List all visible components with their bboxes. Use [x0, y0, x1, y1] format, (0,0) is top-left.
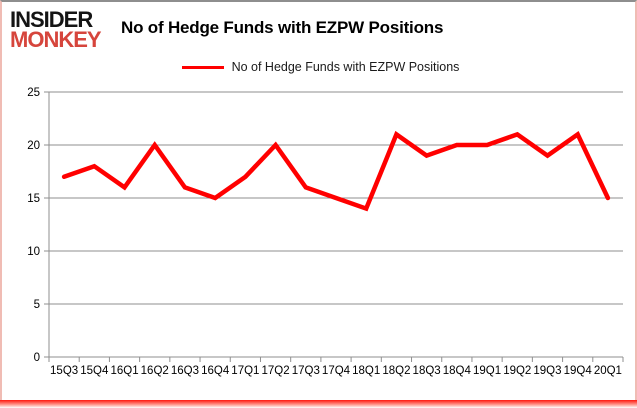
svg-text:5: 5 — [34, 299, 40, 311]
svg-text:25: 25 — [27, 87, 40, 99]
svg-text:16Q4: 16Q4 — [201, 365, 230, 377]
svg-text:20Q1: 20Q1 — [594, 365, 622, 377]
bottom-red-glow — [0, 400, 637, 408]
svg-text:17Q3: 17Q3 — [292, 365, 320, 377]
chart-title: No of Hedge Funds with EZPW Positions — [121, 18, 444, 37]
svg-text:17Q1: 17Q1 — [231, 365, 259, 377]
chart-legend: No of Hedge Funds with EZPW Positions — [2, 60, 635, 74]
insider-monkey-logo: INSIDER MONKEY — [10, 7, 102, 53]
svg-text:0: 0 — [34, 352, 40, 364]
svg-text:18Q4: 18Q4 — [443, 365, 472, 377]
svg-text:16Q2: 16Q2 — [141, 365, 169, 377]
logo-line-insider: INSIDER — [10, 7, 93, 32]
svg-text:10: 10 — [27, 246, 40, 258]
svg-text:16Q3: 16Q3 — [171, 365, 199, 377]
svg-text:15: 15 — [27, 193, 40, 205]
svg-text:17Q2: 17Q2 — [262, 365, 290, 377]
legend-label: No of Hedge Funds with EZPW Positions — [231, 60, 460, 74]
svg-text:17Q4: 17Q4 — [322, 365, 351, 377]
svg-text:20: 20 — [27, 140, 40, 152]
svg-text:19Q2: 19Q2 — [503, 365, 531, 377]
svg-text:18Q3: 18Q3 — [413, 365, 441, 377]
svg-text:19Q4: 19Q4 — [564, 365, 593, 377]
svg-text:15Q3: 15Q3 — [50, 365, 78, 377]
svg-text:19Q3: 19Q3 — [533, 365, 561, 377]
logo-line-monkey: MONKEY — [10, 27, 102, 53]
svg-text:19Q1: 19Q1 — [473, 365, 501, 377]
svg-text:18Q2: 18Q2 — [382, 365, 410, 377]
svg-text:15Q4: 15Q4 — [80, 365, 109, 377]
legend-line-swatch-icon — [181, 65, 224, 69]
svg-text:16Q1: 16Q1 — [110, 365, 138, 377]
svg-text:18Q1: 18Q1 — [352, 365, 380, 377]
